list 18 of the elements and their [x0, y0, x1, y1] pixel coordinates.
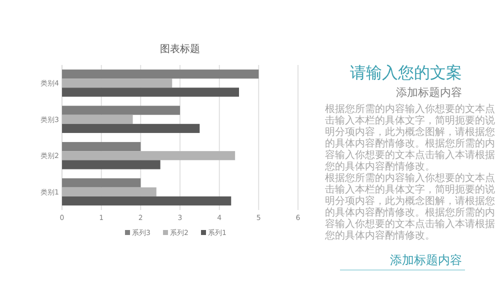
bar	[62, 187, 156, 196]
bar	[62, 196, 232, 206]
bar	[62, 78, 172, 88]
text: 根据您所需的内容输入你想要的文本点击输入本栏的具体文字，简明扼要的说明分项内容，此为概念图解，请根据您的具体内容酌情修改。根据您所需的内容输入你想要的文本点击输入本请根据您的具体内容酌情修改。	[324, 103, 495, 172]
text: 请输入您的文案	[350, 63, 462, 82]
bar	[62, 114, 133, 124]
bar	[62, 142, 141, 152]
text: 添加标题内容	[396, 86, 462, 99]
bar	[62, 160, 160, 170]
text: 添加标题内容	[390, 253, 462, 267]
bar	[62, 88, 239, 97]
bar	[62, 178, 141, 188]
bar	[62, 106, 180, 115]
bar	[62, 70, 259, 79]
text: 根据您所需的内容输入你想要的文本点击输入本栏的具体文字，简明扼要的说明分项内容，此为概念图解，请根据您的具体内容酌情修改。根据您所需的内容输入你想要的文本点击输入本请根据您的具体内容酌情修改。	[324, 172, 495, 242]
bar	[62, 151, 236, 160]
bar	[62, 124, 200, 133]
chart-title: 图表标题	[160, 43, 200, 55]
